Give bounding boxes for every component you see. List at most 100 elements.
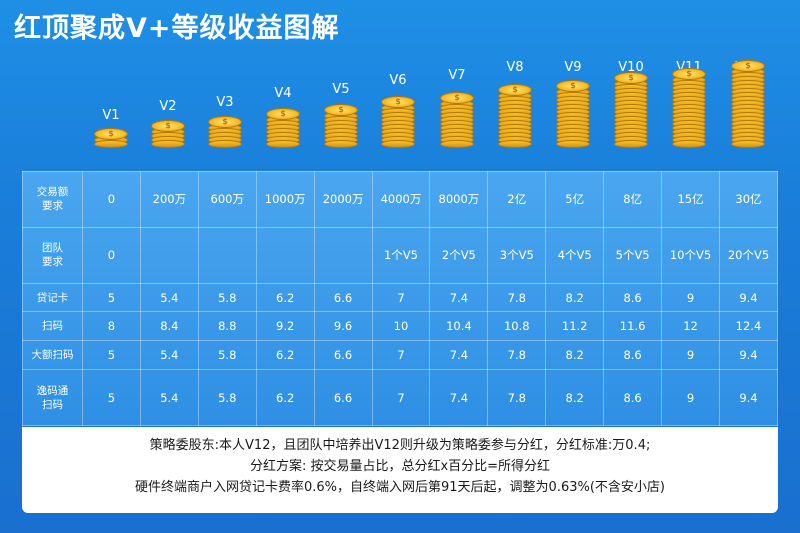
level-label: V3 (216, 94, 234, 110)
table-cell: 9.4 (718, 369, 779, 426)
coin-stack-icon: $ (266, 108, 300, 148)
table-cell: 12.4 (718, 311, 779, 342)
level-v1: V1 $ (83, 60, 139, 160)
table-cell: 11.6 (603, 311, 663, 342)
level-v4: V4 $ (255, 60, 311, 160)
table-cell: 7.4 (429, 369, 489, 426)
level-label: V2 (159, 99, 177, 115)
table-row: 交易额 要求 0 200万 600万 1000万 2000万 4000万 8000万 2亿 5亿 8… (22, 171, 779, 228)
coin-stack-icon: $ (672, 68, 706, 148)
table-cell: 10.4 (429, 311, 489, 342)
table-cell: 2个V5 (429, 226, 489, 284)
row-header: 逸码通 扫码 (22, 369, 83, 426)
table-cell: 6.6 (313, 340, 373, 371)
table-cell: 600万 (197, 171, 257, 228)
table-cell (139, 226, 199, 284)
level-v11: V11$ (661, 60, 717, 160)
table-cell: 3个V5 (487, 226, 547, 284)
table-cell: 6.2 (255, 340, 315, 371)
table-cell: 0 (82, 171, 141, 228)
level-v8: V8 $ (487, 60, 543, 160)
coin-stack-icon: $ (94, 128, 128, 148)
level-label: V8 (506, 60, 524, 75)
table-cell: 5个V5 (603, 226, 663, 284)
table-cell: 10个V5 (661, 226, 720, 284)
table-cell: 2000万 (313, 171, 373, 228)
table-cell: 7.8 (487, 282, 547, 313)
table-cell: 5.4 (139, 369, 199, 426)
table-cell: 7.4 (429, 282, 489, 313)
table-cell: 5.8 (197, 282, 257, 313)
table-row: 逸码通 扫码 5 5.4 5.8 6.2 6.6 7 7.4 7.8 8.2 8.6 9 9.4 (22, 369, 779, 426)
level-label: V4 (274, 86, 292, 102)
table-cell: 12 (661, 311, 720, 342)
table-cell: 8.6 (603, 369, 663, 426)
level-label: V6 (389, 73, 407, 88)
table-cell: 7 (371, 340, 431, 371)
table-cell: 7.8 (487, 369, 547, 426)
note-line: 硬件终端商户入网贷记卡费率0.6%，自终端入网后第91天后起，调整为0.63%(… (134, 480, 665, 495)
table-row: 贷记卡 5 5.4 5.8 6.2 6.6 7 7.4 7.8 8.2 8.6 9 9.4 (22, 282, 779, 313)
table-cell: 8亿 (603, 171, 663, 228)
table-cell (197, 226, 257, 284)
table-cell: 4000万 (371, 171, 431, 228)
coin-stack-icon: $ (498, 84, 532, 148)
table-cell: 9.6 (313, 311, 373, 342)
table-cell: 9.4 (718, 282, 779, 313)
row-header: 交易额 要求 (22, 171, 83, 228)
table-cell: 11.2 (545, 311, 605, 342)
table-cell: 0 (82, 226, 141, 284)
table-cell: 8.8 (197, 311, 257, 342)
table-cell: 20个V5 (718, 226, 779, 284)
table-cell: 5.4 (139, 340, 199, 371)
level-v6: V6 $ (370, 60, 426, 160)
table-cell: 8.6 (603, 340, 663, 371)
table-cell: 5.4 (139, 282, 199, 313)
level-v9: V9 $ (545, 60, 601, 160)
level-label: V5 (332, 81, 350, 97)
level-label: V7 (448, 68, 466, 84)
level-v10: V10 $ (603, 60, 659, 160)
coin-stack-icon: $ (208, 116, 242, 148)
row-header: 扫码 (22, 311, 83, 342)
table-cell: 30亿 (718, 171, 779, 228)
level-coin-row: V1$V2$V3$V4$V5$V6$V7$V8$V9$V10$V11$V12$ (0, 60, 800, 170)
table-cell: 8.2 (545, 369, 605, 426)
table-cell: 4个V5 (545, 226, 605, 284)
table-cell (255, 226, 315, 284)
table-cell: 6.2 (255, 282, 315, 313)
table-cell: 8 (82, 311, 141, 342)
table-cell: 8.2 (545, 340, 605, 371)
table-cell: 10.8 (487, 311, 547, 342)
coin-stack-icon: $ (614, 72, 648, 148)
table-cell: 9 (661, 282, 720, 313)
table-cell: 5 (82, 340, 141, 371)
table-cell: 6.6 (313, 369, 373, 426)
level-v2: V2 $ (140, 60, 196, 160)
table-cell: 7.4 (429, 340, 489, 371)
table-cell: 15亿 (661, 171, 720, 228)
level-table: 交易额 要求 0 200万 600万 1000万 2000万 4000万 8000万 2亿 5亿 8… (22, 171, 779, 426)
row-header: 贷记卡 (22, 282, 83, 313)
table-cell: 5 (82, 369, 141, 426)
table-cell: 9.2 (255, 311, 315, 342)
table-cell: 5.8 (197, 340, 257, 371)
level-v7: V7 $ (429, 60, 485, 160)
table-cell: 2亿 (487, 171, 547, 228)
level-label: V9 (564, 60, 582, 75)
table-cell: 8.4 (139, 311, 199, 342)
table-row: 大额扫码 5 5.4 5.8 6.2 6.6 7 7.4 7.8 8.2 8.6 9 9.4 (22, 340, 779, 371)
table-cell: 10 (371, 311, 431, 342)
coin-stack-icon: $ (440, 92, 474, 148)
row-header: 团队 要求 (22, 226, 83, 284)
page-title: 红顶聚成V+等级收益图解 (14, 13, 340, 44)
note-line: 分红方案: 按交易量占比，总分红x百分比=所得分红 (249, 459, 551, 474)
table-cell: 7.8 (487, 340, 547, 371)
table-row: 扫码 8 8.4 8.8 9.2 9.6 10 10.4 10.8 11.2 11.6 12 12.4 (22, 311, 779, 342)
table-cell: 5亿 (545, 171, 605, 228)
level-v3: V3 $ (197, 60, 253, 160)
level-v12: V12$ (720, 60, 776, 160)
coin-stack-icon: $ (324, 104, 358, 148)
table-cell: 9 (661, 340, 720, 371)
coin-stack-icon: $ (151, 120, 185, 148)
